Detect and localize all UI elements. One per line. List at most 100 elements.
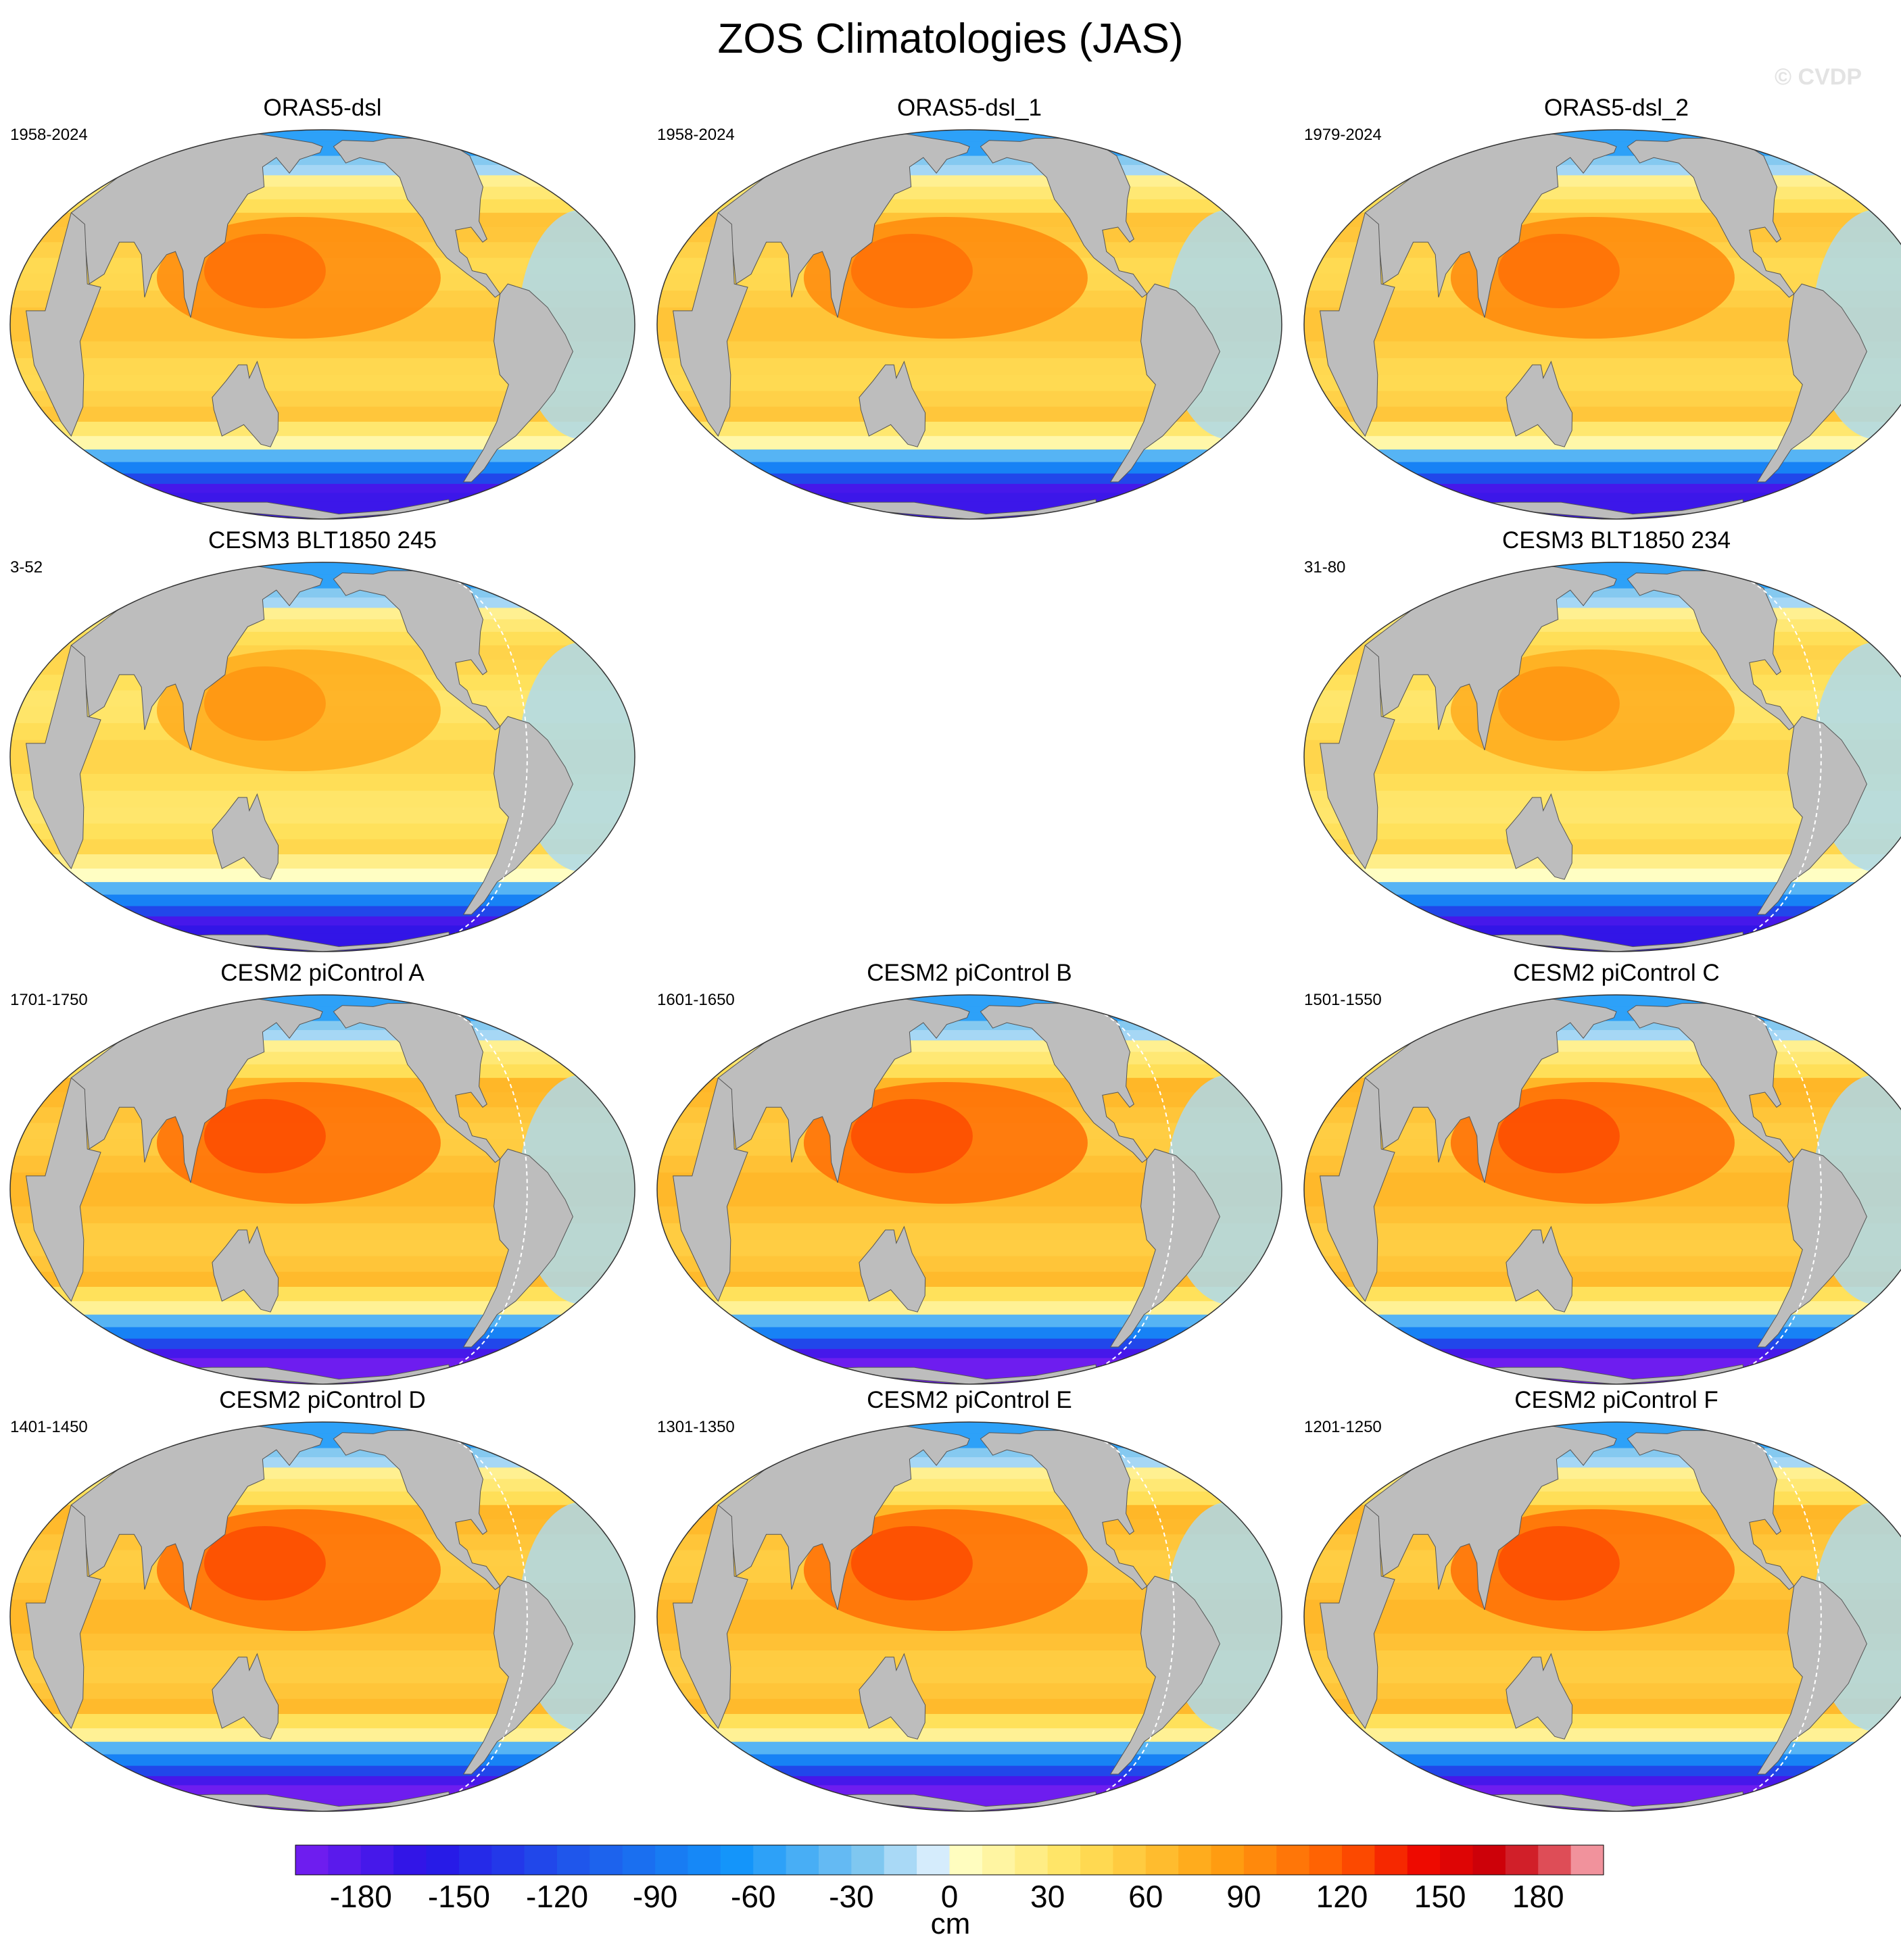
- colorbar: -180 -150 -120 -90 -60 -30 0 30 60 90 120 150 180: [295, 1844, 1604, 1909]
- ocean-band: [1304, 1793, 1901, 1800]
- ocean-band: [657, 147, 1282, 157]
- colorbar-bin: [360, 1845, 394, 1875]
- panel-period: 1401-1450: [10, 1418, 88, 1436]
- ocean-band: [657, 1422, 1282, 1423]
- sea-level-map: [1303, 129, 1901, 520]
- kuroshio-anomaly: [203, 1099, 326, 1174]
- colorbar-bin: [655, 1845, 689, 1875]
- colorbar-bin: [1505, 1845, 1539, 1875]
- ocean-band: [1304, 1785, 1901, 1794]
- map-panel: CESM2 piControl D 1401-1450: [8, 1387, 637, 1819]
- colorbar-bin: [1047, 1845, 1081, 1875]
- ocean-band: [10, 130, 635, 134]
- ocean-band: [657, 141, 1282, 149]
- ocean-band: [10, 1754, 635, 1767]
- ocean-band: [10, 996, 635, 999]
- colorbar-bin: [1342, 1845, 1375, 1875]
- ocean-band: [1304, 894, 1901, 907]
- ocean-band: [657, 130, 1282, 134]
- panel-title: CESM3 BLT1850 245: [208, 527, 437, 554]
- ocean-band: [10, 1425, 635, 1429]
- australia-landmass: [1506, 1652, 1573, 1740]
- ocean-band: [1304, 130, 1901, 134]
- ocean-band: [10, 1775, 635, 1786]
- colorbar-bin: [557, 1845, 590, 1875]
- ocean-band: [657, 1440, 1282, 1449]
- colorbar-tick-label: 0: [941, 1879, 959, 1909]
- ocean-band: [10, 141, 635, 149]
- colorbar-tick-label: -90: [633, 1879, 677, 1909]
- ocean-band: [10, 565, 635, 570]
- grid-seam-line: [1709, 1425, 1822, 1808]
- africa-landmass: [1320, 644, 1395, 870]
- ocean-band: [10, 1287, 635, 1302]
- eurasia-landmass: [717, 133, 970, 318]
- sea-level-map: [1303, 994, 1901, 1385]
- colorbar-bin: [949, 1845, 983, 1875]
- map-panel: ORAS5-dsl_2 1979-2024: [1302, 95, 1901, 527]
- sea-level-map: [9, 562, 635, 952]
- ocean-band: [1304, 588, 1901, 598]
- map-panel: ORAS5-dsl 1958-2024: [8, 95, 637, 527]
- ocean-band: [657, 1428, 1282, 1435]
- ocean-band: [1304, 1315, 1901, 1328]
- colorbar-bin: [1015, 1845, 1049, 1875]
- colorbar-tick-label: -180: [330, 1879, 392, 1909]
- south-america-landmass: [1756, 1148, 1867, 1348]
- africa-landmass: [1320, 1077, 1395, 1302]
- ocean-band: [10, 147, 635, 157]
- colorbar-bin: [1407, 1845, 1441, 1875]
- africa-landmass: [1320, 212, 1395, 437]
- colorbar-bin: [1178, 1845, 1212, 1875]
- ocean-band: [1304, 1301, 1901, 1315]
- ocean-band: [657, 996, 1282, 999]
- panel-title: CESM2 piControl A: [220, 960, 425, 986]
- ocean-band: [10, 130, 635, 131]
- ocean-band: [1304, 1021, 1901, 1031]
- colorbar-tick-label: 30: [1030, 1879, 1065, 1909]
- colorbar-bin: [295, 1845, 329, 1875]
- ocean-band: [1304, 597, 1901, 609]
- africa-landmass: [26, 212, 101, 437]
- ocean-band: [1304, 1448, 1901, 1458]
- ocean-band: [10, 868, 635, 883]
- map-panel: CESM2 piControl C 1501-1550: [1302, 960, 1901, 1392]
- colorbar-frame: [295, 1844, 1604, 1876]
- ocean-band: [657, 1799, 1282, 1805]
- ocean-band: [657, 1358, 1282, 1367]
- map-outline: [9, 562, 635, 952]
- ocean-band: [1304, 996, 1901, 999]
- ocean-band: [1304, 155, 1901, 166]
- ocean-band: [657, 1434, 1282, 1441]
- ocean-band: [1304, 1040, 1901, 1053]
- ocean-band: [10, 597, 635, 609]
- ocean-band: [657, 1030, 1282, 1042]
- ocean-band: [1304, 1423, 1901, 1426]
- ocean-band: [1304, 1338, 1901, 1350]
- south-america-landmass: [462, 283, 573, 483]
- ocean-band: [10, 925, 635, 934]
- ocean-band: [657, 1754, 1282, 1767]
- panel-period: 1979-2024: [1304, 126, 1382, 144]
- ocean-band: [1304, 462, 1901, 474]
- ocean-band: [1304, 1467, 1901, 1480]
- south-america-landmass: [462, 716, 573, 915]
- map-outline: [9, 1421, 635, 1812]
- eurasia-landmass: [1364, 998, 1617, 1183]
- colorbar-bin: [1472, 1845, 1506, 1875]
- colorbar-tick-label: -60: [731, 1879, 775, 1909]
- ocean-band: [10, 1301, 635, 1315]
- ocean-band: [10, 854, 635, 869]
- colorbar-bin: [884, 1845, 917, 1875]
- ocean-band: [10, 939, 635, 946]
- ocean-band: [1304, 1742, 1901, 1755]
- colorbar-bin: [426, 1845, 460, 1875]
- panel-title: CESM2 piControl D: [219, 1387, 426, 1413]
- ocean-band: [10, 1428, 635, 1435]
- ocean-band: [657, 1467, 1282, 1480]
- grid-seam-line: [1062, 998, 1175, 1381]
- ocean-band: [657, 1012, 1282, 1022]
- ocean-band: [10, 1358, 635, 1367]
- ocean-band: [1304, 1348, 1901, 1359]
- ocean-band: [10, 608, 635, 620]
